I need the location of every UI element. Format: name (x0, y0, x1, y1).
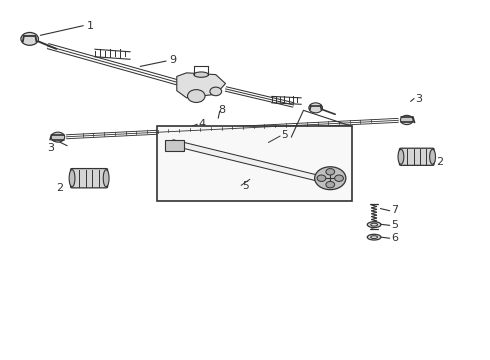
Circle shape (326, 168, 335, 175)
Text: 1: 1 (87, 21, 94, 31)
Text: 5: 5 (282, 130, 288, 140)
Ellipse shape (368, 222, 381, 228)
Circle shape (309, 103, 322, 113)
Ellipse shape (103, 170, 109, 187)
Ellipse shape (194, 72, 208, 77)
Text: 4: 4 (199, 118, 206, 129)
Text: 5: 5 (391, 220, 398, 230)
Circle shape (188, 90, 205, 103)
Text: 3: 3 (416, 94, 422, 104)
Ellipse shape (69, 170, 75, 187)
Text: 9: 9 (170, 55, 176, 65)
Text: 5: 5 (243, 181, 249, 192)
Text: 7: 7 (391, 205, 398, 215)
Polygon shape (177, 73, 225, 98)
FancyBboxPatch shape (399, 148, 434, 165)
Circle shape (335, 175, 343, 181)
Circle shape (21, 32, 38, 45)
FancyBboxPatch shape (71, 168, 108, 188)
Circle shape (326, 181, 335, 188)
Circle shape (51, 132, 65, 142)
Bar (165, 140, 184, 151)
Circle shape (400, 115, 413, 125)
Text: 3: 3 (48, 143, 55, 153)
Text: 2: 2 (56, 183, 64, 193)
Ellipse shape (398, 149, 404, 164)
Circle shape (315, 167, 346, 190)
Circle shape (210, 87, 221, 96)
Ellipse shape (368, 234, 381, 240)
Text: 6: 6 (391, 233, 398, 243)
Text: 8: 8 (218, 105, 225, 115)
Ellipse shape (430, 149, 436, 164)
Bar (157, 126, 352, 202)
Circle shape (317, 175, 326, 181)
Text: 2: 2 (437, 157, 443, 167)
